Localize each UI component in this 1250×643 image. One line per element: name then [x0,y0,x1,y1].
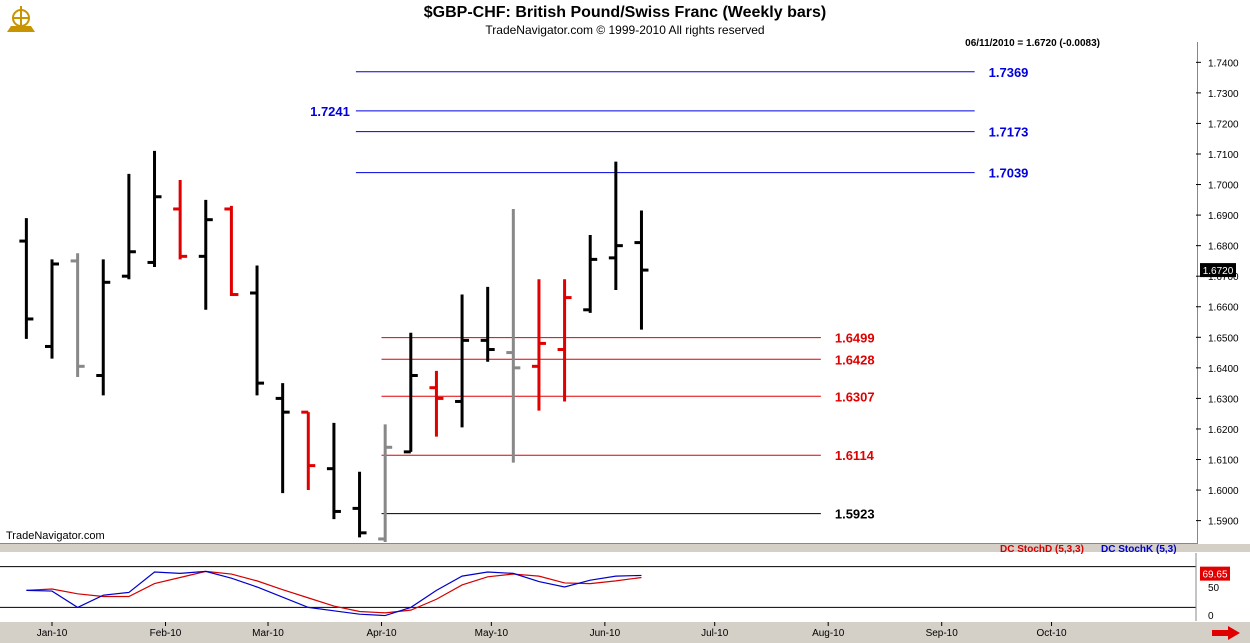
y-tick-label: 1.7300 [1208,89,1239,100]
y-tick-label: 1.6600 [1208,303,1239,314]
level-label: 1.6428 [835,352,875,367]
stoch-value-box [1200,566,1230,581]
stoch-tick-label: 50 [1208,583,1220,594]
price-pane[interactable] [0,42,1198,544]
level-label: 1.6307 [835,389,875,404]
level-label: 1.6114 [835,448,875,463]
price-readout: 06/11/2010 = 1.6720 (-0.0083) [965,38,1100,49]
stoch-value-label: 69.65 [1202,570,1227,581]
level-label: 1.5923 [835,507,875,522]
level-label: 1.7173 [989,125,1029,140]
y-tick-label: 1.6000 [1208,486,1239,497]
y-tick-label: 1.7400 [1208,58,1239,69]
x-axis [0,622,1250,643]
y-tick-label: 1.6500 [1208,333,1239,344]
scroll-right-arrow-icon[interactable] [1212,626,1240,640]
level-label: 1.7039 [989,166,1029,181]
level-label: 1.6499 [835,331,875,346]
stoch-d-legend: DC StochD (5,3,3) [1000,544,1084,555]
last-price-box [1200,263,1236,278]
y-tick-label: 1.5900 [1208,517,1239,528]
y-tick-label: 1.6900 [1208,211,1239,222]
level-label: 1.7369 [989,65,1029,80]
chart-header: $GBP-CHF: British Pound/Swiss Franc (Wee… [0,0,1250,40]
brand-watermark: TradeNavigator.com [6,530,105,542]
y-tick-label: 1.6300 [1208,394,1239,405]
stoch-k-legend: DC StochK (5,3) [1101,544,1177,555]
chart-title: $GBP-CHF: British Pound/Swiss Franc (Wee… [423,4,827,21]
y-tick-label: 1.6400 [1208,364,1239,375]
y-tick-label: 1.6800 [1208,242,1239,253]
y-tick-label: 1.7000 [1208,181,1239,192]
y-tick-label: 1.6200 [1208,425,1239,436]
tradenavigator-logo-icon [7,6,35,32]
level-label: 1.7241 [310,104,350,119]
stoch-k-line [26,570,642,617]
pane-separator[interactable] [0,544,1250,552]
last-price-label: 1.6720 [1203,266,1234,277]
stoch-d-line [26,570,642,614]
y-tick-label: 1.6100 [1208,456,1239,467]
y-tick-label: 1.7100 [1208,150,1239,161]
y-tick-label: 1.6700 [1208,272,1239,283]
chart-copyright: TradeNavigator.com © 1999-2010 All right… [485,23,765,37]
stoch-tick-label: 0 [1208,611,1214,622]
y-tick-label: 1.7200 [1208,119,1239,130]
